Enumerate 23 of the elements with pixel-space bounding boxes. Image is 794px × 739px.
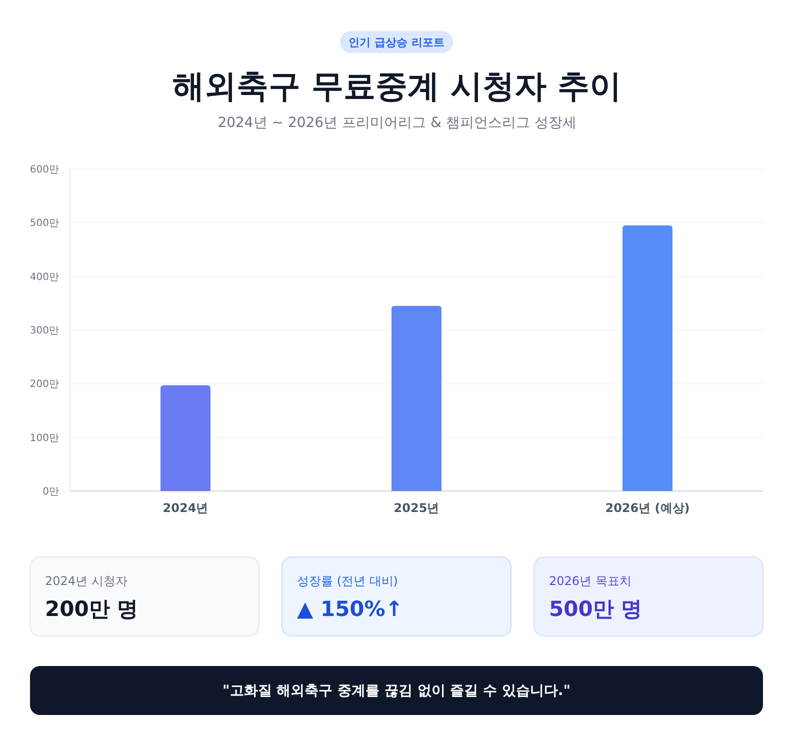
text: ▲ 150%↑ xyxy=(297,597,403,621)
bar xyxy=(622,225,672,491)
text: 2026년 목표치 xyxy=(549,574,632,588)
y-tick-label: 0만 xyxy=(42,486,59,498)
text: 500만 명 xyxy=(549,597,642,621)
y-tick-label: 600만 xyxy=(30,164,59,176)
y-tick-label: 300만 xyxy=(30,326,59,336)
y-tick-label: 400만 xyxy=(30,272,59,283)
text: "고화질 해외축구 중계를 끊김 없이 즐길 수 있습니다." xyxy=(222,683,571,699)
x-tick-label: 2026년 (예상) xyxy=(605,501,690,515)
bar xyxy=(160,385,210,491)
text: 200만 명 xyxy=(45,597,138,621)
y-tick-label: 500만 xyxy=(30,218,59,230)
text: 성장률 (전년 대비) xyxy=(297,574,398,588)
x-tick-label: 2024년 xyxy=(162,501,208,515)
bar xyxy=(392,306,442,491)
text: 2024년 시청자 xyxy=(45,574,128,588)
x-tick-label: 2025년 xyxy=(394,501,440,515)
y-tick-label: 100만 xyxy=(30,432,59,444)
chart-title: 해외축구 무료중계 시청자 추이 xyxy=(172,67,622,105)
text: 인기 급상승 리포트 xyxy=(348,36,444,49)
y-tick-label: 200만 xyxy=(30,379,59,390)
chart-subtitle: 2024년 ~ 2026년 프리미어리그 & 챔피언스리그 성장세 xyxy=(218,115,576,131)
